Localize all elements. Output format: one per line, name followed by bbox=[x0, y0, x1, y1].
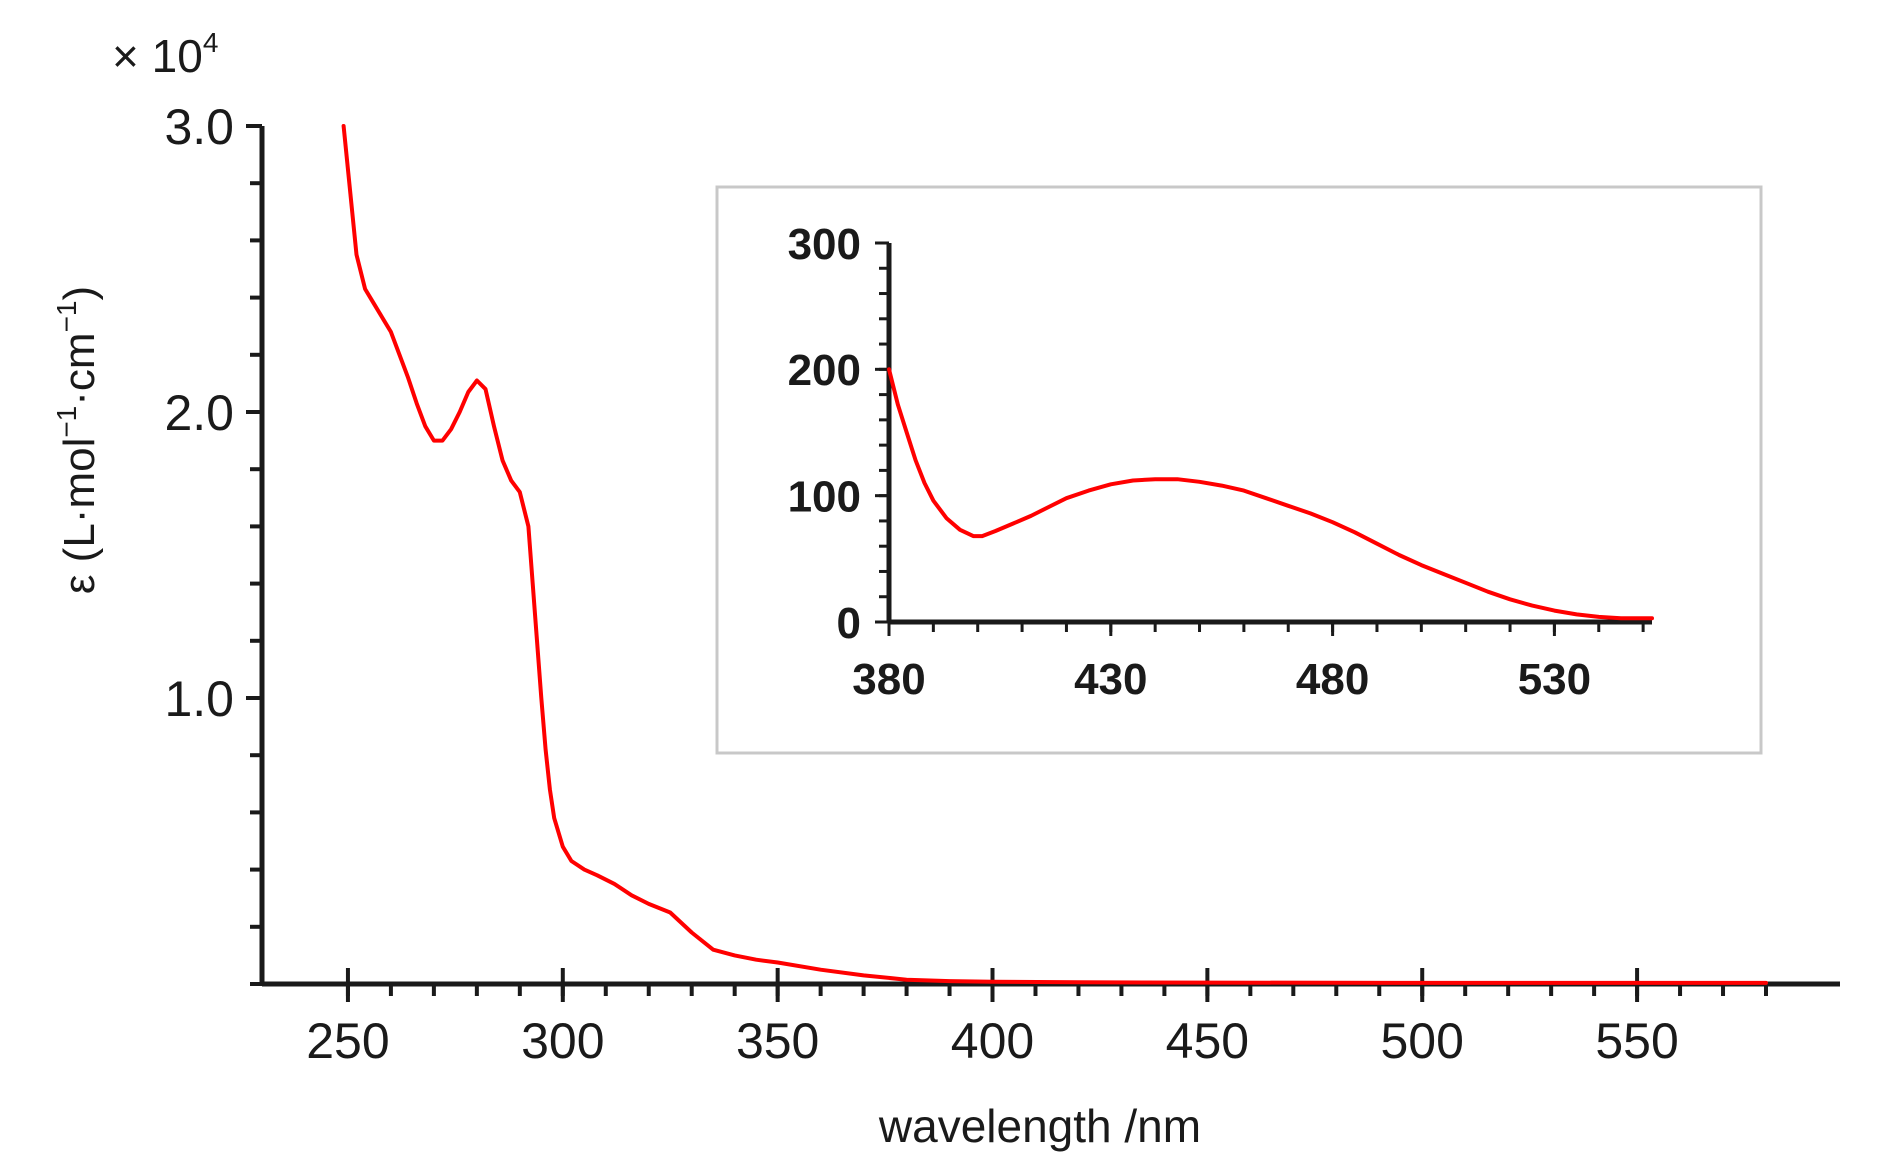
main-y-tick-label: 3.0 bbox=[164, 99, 234, 155]
inset-x-tick-label: 480 bbox=[1296, 655, 1369, 704]
y-multiplier-label: × 104 bbox=[112, 27, 218, 82]
main-x-tick-label: 350 bbox=[736, 1013, 819, 1069]
inset-y-tick-label: 0 bbox=[837, 599, 861, 648]
main-x-tick-label: 500 bbox=[1381, 1013, 1464, 1069]
inset-tick-labels: 380 430 480 530 0 100 200 300 bbox=[788, 220, 1592, 704]
main-x-tick-label: 450 bbox=[1166, 1013, 1249, 1069]
y-label-mid: ·cm bbox=[55, 332, 104, 405]
inset-x-tick-label: 530 bbox=[1518, 655, 1591, 704]
main-series-line bbox=[341, 124, 1768, 985]
y-multiplier-base: × 10 bbox=[112, 30, 203, 82]
main-x-tick-label: 400 bbox=[951, 1013, 1034, 1069]
y-label-exp2: −1 bbox=[51, 300, 82, 332]
y-axis-label: ε (L·mol−1·cm−1) bbox=[51, 286, 104, 594]
inset-x-tick-label: 430 bbox=[1074, 655, 1147, 704]
inset-axes bbox=[886, 243, 1652, 625]
main-y-tick-label: 2.0 bbox=[164, 385, 234, 441]
main-x-tick-label: 550 bbox=[1595, 1013, 1678, 1069]
inset-y-tick-label: 100 bbox=[788, 473, 861, 522]
y-multiplier-exponent: 4 bbox=[203, 27, 219, 58]
main-y-tick-label: 1.0 bbox=[164, 671, 234, 727]
main-ticks bbox=[246, 124, 1768, 1002]
x-axis-label: wavelength /nm bbox=[878, 1100, 1201, 1152]
y-label-prefix: ε (L·mol bbox=[55, 438, 104, 595]
main-tick-labels: 250 300 350 400 450 500 550 1.0 2.0 3.0 bbox=[164, 99, 1678, 1069]
main-x-tick-label: 300 bbox=[521, 1013, 604, 1069]
inset-y-tick-label: 300 bbox=[788, 220, 861, 269]
main-x-tick-label: 250 bbox=[306, 1013, 389, 1069]
inset-series-line bbox=[887, 367, 1654, 621]
inset-ticks bbox=[875, 241, 1645, 636]
inset-chart: 380 430 480 530 0 100 200 300 bbox=[715, 185, 1763, 755]
inset-y-tick-label: 200 bbox=[788, 346, 861, 395]
y-label-suffix: ) bbox=[55, 286, 104, 301]
y-label-exp1: −1 bbox=[51, 406, 82, 438]
inset-x-tick-label: 380 bbox=[852, 655, 925, 704]
